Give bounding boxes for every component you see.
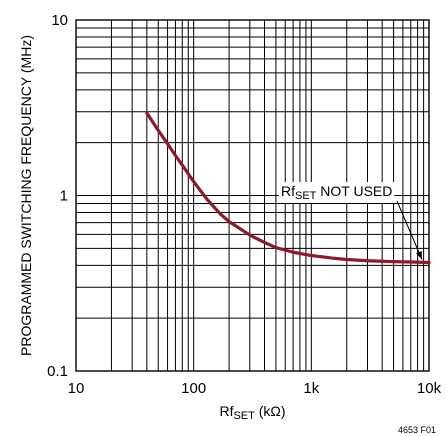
figure-id: 4653 F01 bbox=[398, 425, 436, 435]
annotation-background bbox=[279, 182, 395, 203]
annotation-text-main: Rf bbox=[281, 183, 295, 199]
annotation-text-rest: NOT USED bbox=[316, 183, 392, 199]
y-tick-label: 1 bbox=[60, 188, 68, 205]
annotation-text: RfSET NOT USED bbox=[281, 183, 392, 202]
x-axis-title: RfSET (kΩ) bbox=[219, 403, 285, 422]
x-tick-label: 1k bbox=[303, 380, 319, 397]
annotation-leader-line bbox=[396, 200, 423, 260]
annotation: RfSET NOT USED bbox=[279, 182, 423, 260]
y-tick-label: 0.1 bbox=[47, 363, 68, 380]
series-layer bbox=[145, 111, 431, 265]
plot-frame bbox=[75, 19, 430, 372]
x-axis-title-main: Rf bbox=[219, 403, 233, 419]
y-tick-labels: 0.1 1 10 bbox=[47, 12, 68, 380]
x-tick-label: 10k bbox=[417, 380, 442, 397]
x-tick-label: 10 bbox=[68, 380, 85, 397]
x-tick-labels: 10 100 1k 10k bbox=[68, 380, 442, 397]
annotation-text-sub: SET bbox=[295, 190, 317, 202]
x-axis-title-unit: (kΩ) bbox=[255, 403, 286, 419]
y-tick-label: 10 bbox=[51, 12, 68, 29]
x-axis-title-sub: SET bbox=[233, 410, 255, 422]
annotation-arrowhead bbox=[416, 250, 422, 260]
y-axis-title: PROGRAMMED SWITCHING FREQUENCY (MHz) bbox=[18, 35, 34, 356]
x-tick-label: 100 bbox=[181, 380, 206, 397]
series-line bbox=[145, 111, 431, 265]
grid bbox=[75, 20, 429, 372]
